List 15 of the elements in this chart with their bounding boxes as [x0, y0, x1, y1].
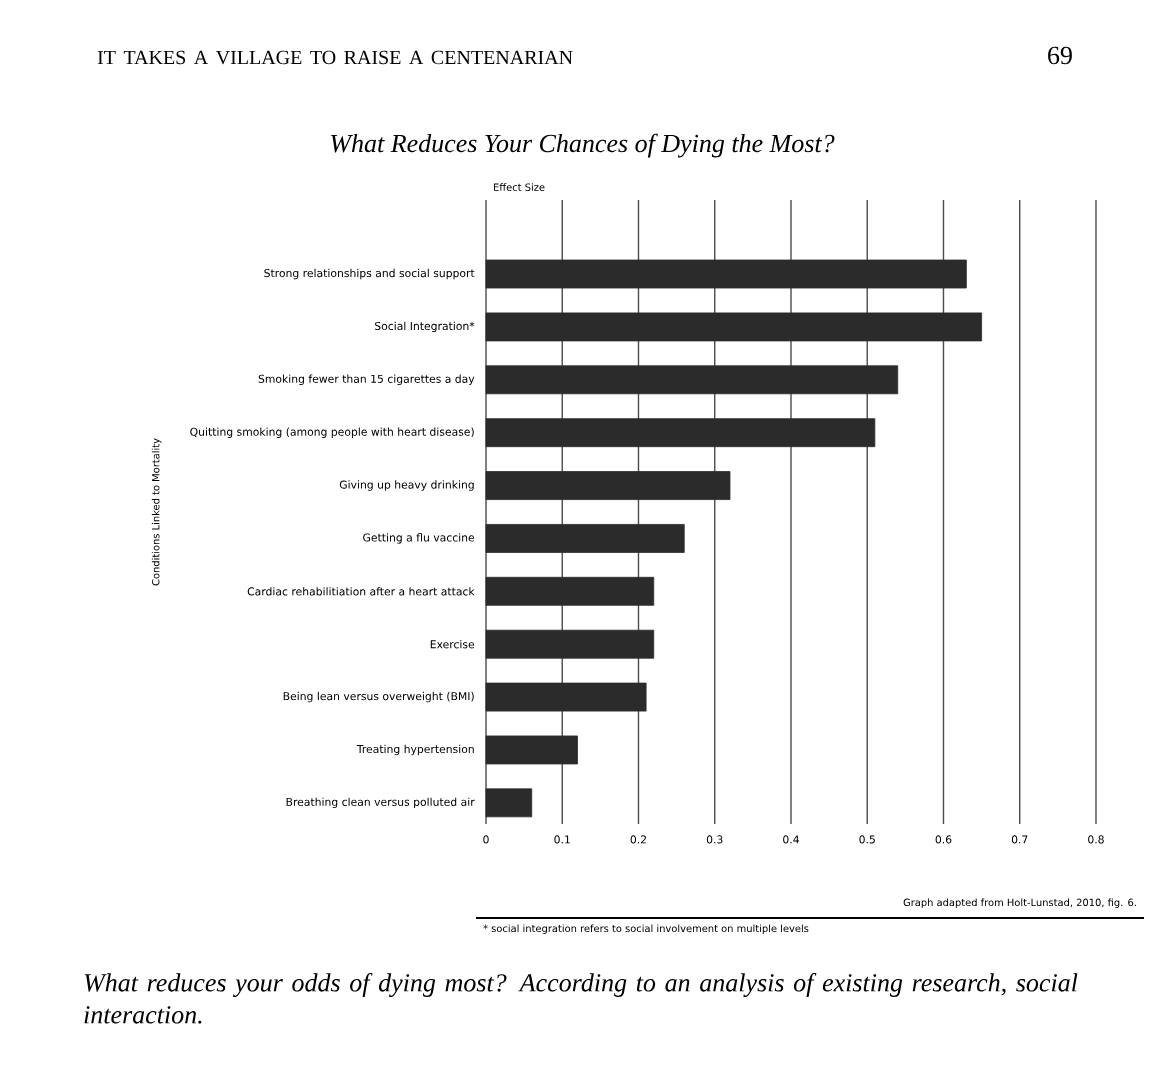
- bar: [485, 524, 685, 553]
- text: 69: [1048, 46, 1072, 65]
- bar: [485, 365, 899, 395]
- chart-title: What Reduces Your Chances of Dying the Most?: [331, 133, 835, 158]
- text: What reduces your odds of dying most? According to an analysis of existing research, social interaction.: [84, 973, 1078, 1024]
- bar: [485, 629, 655, 659]
- bar: [485, 735, 578, 765]
- bar: [485, 682, 647, 712]
- bar: [485, 418, 876, 448]
- bar: [485, 259, 967, 289]
- text: IT TAKES A VILLAGE TO RAISE A CENTENARIAN: [97, 50, 573, 65]
- bar: [485, 788, 533, 818]
- bar: [485, 312, 983, 342]
- bar: [485, 576, 655, 606]
- bar: [485, 471, 731, 500]
